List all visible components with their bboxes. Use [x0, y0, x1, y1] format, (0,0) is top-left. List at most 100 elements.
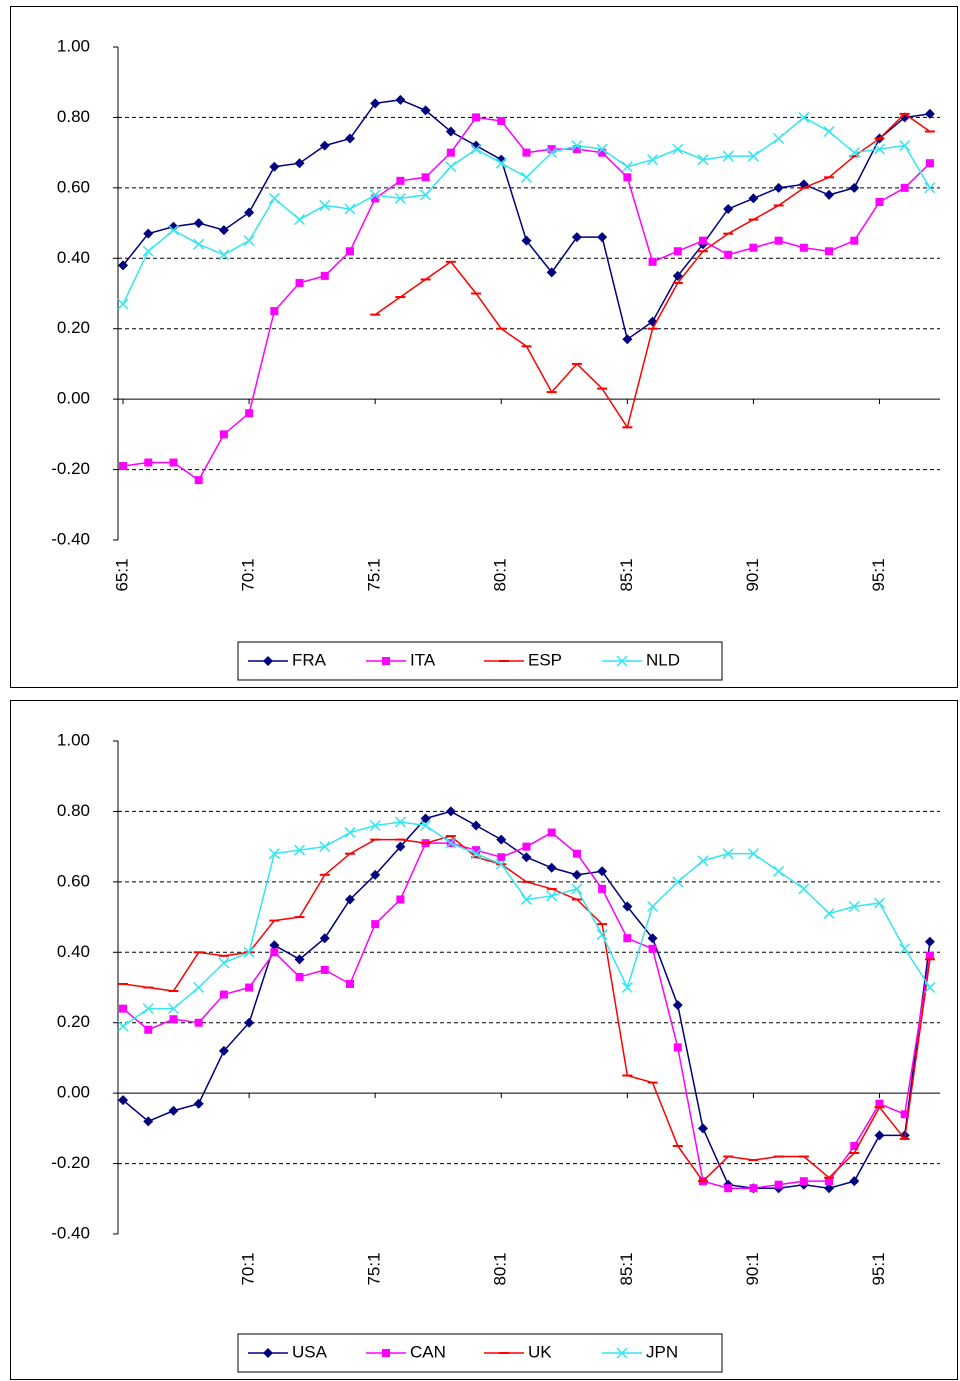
marker — [319, 933, 330, 944]
marker — [848, 147, 860, 159]
marker — [369, 819, 381, 832]
series-line — [122, 116, 931, 305]
marker — [244, 207, 255, 218]
marker — [520, 893, 533, 905]
legend-label: ESP — [528, 650, 562, 669]
marker — [344, 827, 356, 839]
marker — [497, 116, 506, 125]
marker — [218, 957, 230, 969]
marker — [420, 189, 432, 201]
marker — [270, 948, 279, 957]
marker — [219, 430, 228, 439]
marker — [598, 884, 607, 893]
marker — [521, 235, 532, 246]
marker — [849, 182, 860, 193]
marker — [169, 1015, 178, 1024]
series-line — [122, 810, 931, 1189]
marker — [572, 145, 581, 154]
x-tick-label: 80:1 — [491, 1252, 510, 1285]
marker — [823, 125, 835, 138]
legend-label: CAN — [410, 1342, 446, 1361]
marker — [647, 900, 659, 913]
marker — [142, 245, 154, 257]
marker — [673, 1043, 682, 1052]
marker — [396, 895, 405, 904]
marker — [747, 848, 759, 860]
marker — [647, 154, 659, 166]
marker — [421, 173, 430, 182]
marker — [899, 140, 911, 152]
marker — [270, 307, 279, 316]
y-tick-label: 0.80 — [57, 801, 90, 820]
marker — [144, 1025, 153, 1034]
marker — [850, 1141, 859, 1150]
marker — [269, 161, 280, 172]
marker — [371, 194, 380, 203]
marker — [119, 1004, 128, 1013]
y-tick-label: 0.20 — [57, 1012, 90, 1031]
marker — [848, 900, 860, 913]
marker — [193, 981, 205, 994]
marker — [824, 189, 835, 200]
marker — [263, 656, 273, 666]
y-tick-label: 0.00 — [57, 1083, 90, 1102]
marker — [648, 944, 657, 953]
marker — [382, 657, 390, 665]
marker — [470, 848, 482, 860]
marker — [648, 257, 657, 266]
panel-border — [10, 6, 958, 688]
marker — [924, 108, 935, 119]
x-tick-label: 75:1 — [365, 558, 384, 591]
y-tick-label: 0.40 — [57, 942, 90, 961]
marker — [243, 235, 255, 247]
marker — [445, 837, 457, 849]
marker — [747, 150, 759, 162]
marker — [623, 173, 632, 182]
marker — [471, 820, 482, 831]
x-tick-label: 70:1 — [239, 1252, 258, 1285]
marker — [724, 250, 733, 259]
marker — [219, 990, 228, 999]
x-tick-label: 85:1 — [617, 558, 636, 591]
marker — [900, 1110, 909, 1119]
x-tick-label: 85:1 — [617, 1252, 636, 1285]
marker — [850, 236, 859, 245]
marker — [546, 862, 557, 873]
legend-label: JPN — [646, 1342, 678, 1361]
marker — [370, 98, 381, 109]
marker — [596, 143, 608, 155]
marker — [798, 883, 810, 895]
marker — [218, 1045, 229, 1056]
marker — [446, 148, 455, 157]
marker — [647, 933, 658, 944]
marker — [571, 869, 582, 880]
marker — [749, 243, 758, 252]
marker — [117, 1020, 129, 1032]
marker — [874, 1130, 885, 1141]
marker — [621, 981, 633, 994]
marker — [168, 221, 179, 232]
marker — [294, 158, 305, 169]
marker — [394, 192, 406, 204]
marker — [572, 849, 581, 858]
marker — [799, 1177, 808, 1186]
y-tick-label: 0.00 — [57, 389, 90, 408]
marker — [571, 883, 583, 895]
y-tick-label: 1.00 — [57, 36, 90, 55]
marker — [798, 111, 810, 123]
marker — [723, 203, 734, 214]
marker — [344, 133, 355, 144]
marker — [672, 143, 684, 155]
marker — [622, 901, 633, 912]
marker — [118, 1095, 129, 1106]
marker — [622, 334, 633, 345]
marker — [875, 197, 884, 206]
marker — [697, 855, 709, 867]
marker — [825, 1177, 834, 1186]
marker — [320, 271, 329, 280]
marker — [370, 869, 381, 880]
marker — [900, 183, 909, 192]
marker — [672, 876, 684, 888]
marker — [193, 1098, 204, 1109]
marker — [420, 105, 431, 116]
